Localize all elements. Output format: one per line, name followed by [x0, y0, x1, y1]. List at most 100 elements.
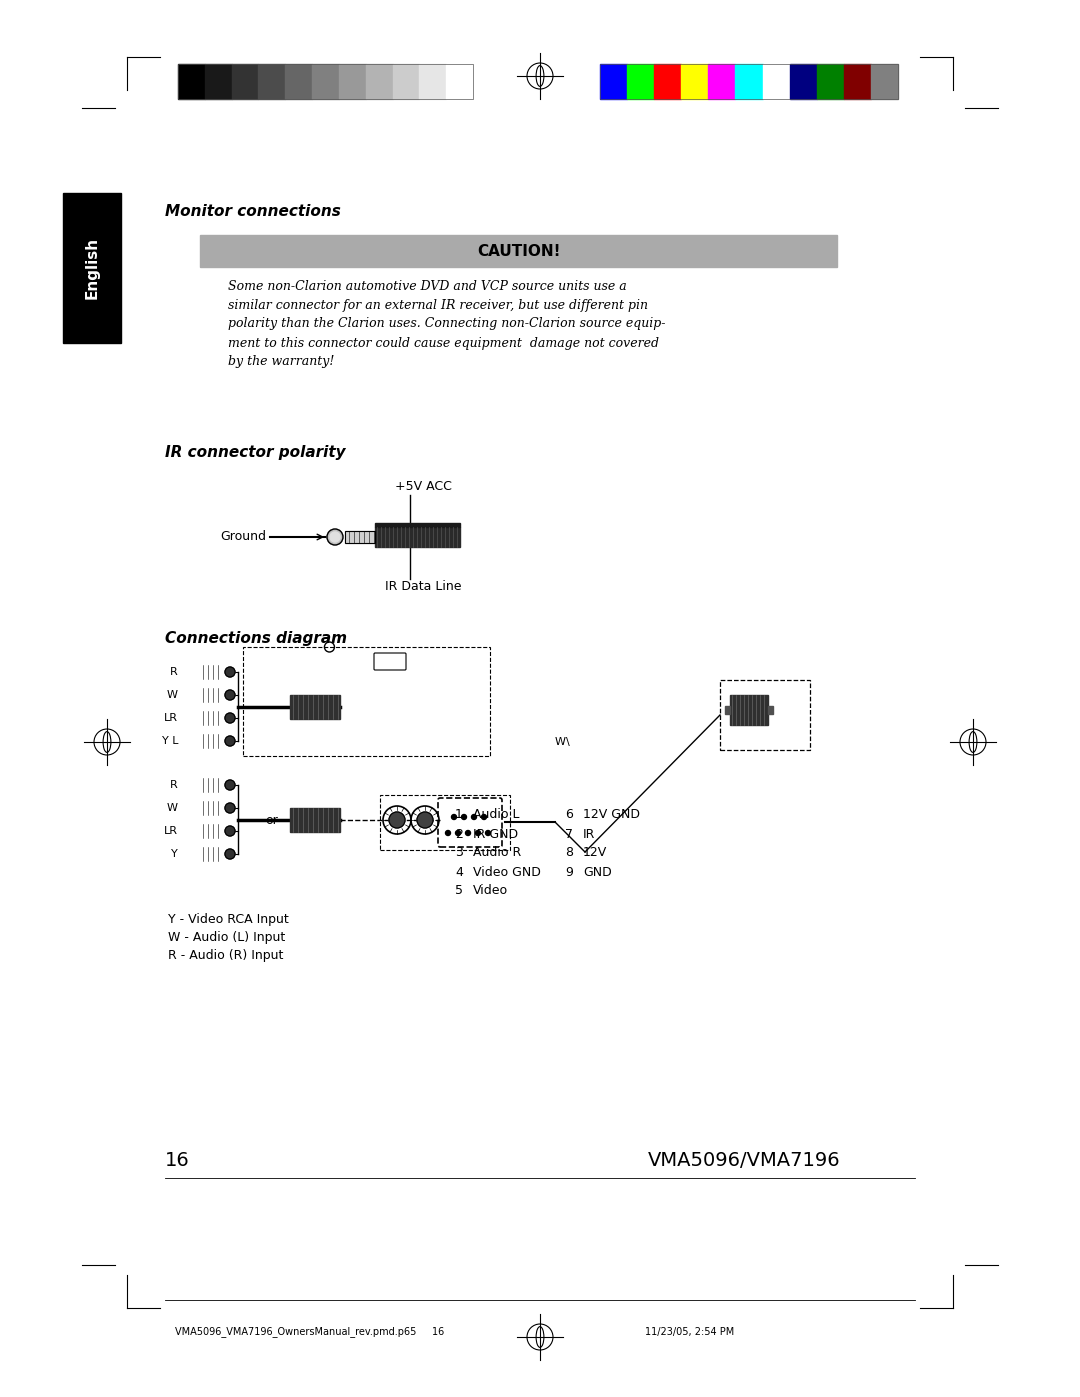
Text: 4: 4 [455, 866, 463, 879]
Circle shape [225, 712, 235, 724]
Bar [200, 235, 837, 267]
Text: Audio R: Audio R [473, 847, 522, 859]
Circle shape [225, 736, 235, 746]
Bar [200, 824, 222, 838]
Text: W - Audio (L) Input: W - Audio (L) Input [168, 932, 285, 944]
Circle shape [465, 830, 471, 835]
Bar [285, 64, 312, 99]
Text: Monitor connections: Monitor connections [165, 204, 341, 219]
Bar [312, 64, 339, 99]
Text: 3: 3 [455, 847, 463, 859]
Bar [735, 64, 762, 99]
Circle shape [225, 826, 235, 835]
Circle shape [330, 532, 340, 542]
Circle shape [327, 529, 343, 545]
Bar [627, 64, 654, 99]
Text: 16: 16 [165, 1151, 190, 1169]
Text: 11/23/05, 2:54 PM: 11/23/05, 2:54 PM [645, 1327, 734, 1337]
Bar [291, 807, 340, 831]
Text: CAUTION!: CAUTION! [476, 243, 561, 258]
Text: Y - Video RCA Input: Y - Video RCA Input [168, 914, 288, 926]
Text: similar connector for an external IR receiver, but use different pin: similar connector for an external IR rec… [228, 299, 648, 312]
Circle shape [225, 666, 235, 678]
Bar [816, 64, 843, 99]
Text: Y L: Y L [162, 736, 178, 746]
Text: Some non-Clarion automotive DVD and VCP source units use a: Some non-Clarion automotive DVD and VCP … [228, 279, 626, 292]
Bar [231, 64, 258, 99]
Text: Video GND: Video GND [473, 866, 541, 879]
Bar [600, 64, 897, 99]
Bar [380, 795, 510, 849]
Bar [200, 778, 222, 792]
Text: +5V ACC: +5V ACC [395, 481, 451, 493]
Text: VMA5096_VMA7196_OwnersManual_rev.pmd.p65     16: VMA5096_VMA7196_OwnersManual_rev.pmd.p65… [175, 1327, 444, 1337]
Bar [730, 694, 768, 725]
Bar [339, 64, 366, 99]
Text: 1: 1 [455, 809, 463, 821]
Bar [446, 64, 473, 99]
Circle shape [446, 830, 450, 835]
Text: polarity than the Clarion uses. Connecting non-Clarion source equip-: polarity than the Clarion uses. Connecti… [228, 317, 665, 331]
Circle shape [389, 812, 405, 828]
Text: 6: 6 [565, 809, 572, 821]
Text: 5: 5 [455, 884, 463, 897]
Bar [258, 64, 285, 99]
Bar [768, 705, 773, 714]
Bar [63, 193, 121, 344]
Text: 9: 9 [565, 866, 572, 879]
Bar [200, 665, 222, 679]
Bar [291, 694, 340, 718]
Circle shape [225, 780, 235, 789]
Bar [243, 647, 490, 756]
Circle shape [472, 814, 476, 820]
Bar [200, 733, 222, 747]
Bar [720, 680, 810, 750]
Bar [200, 711, 222, 725]
Circle shape [225, 849, 235, 859]
Text: 12V GND: 12V GND [583, 809, 640, 821]
Text: Video: Video [473, 884, 508, 897]
Text: R: R [171, 666, 178, 678]
Text: 2: 2 [455, 827, 463, 841]
Text: Connections diagram: Connections diagram [165, 630, 347, 645]
Circle shape [456, 830, 460, 835]
Bar [762, 64, 789, 99]
Bar [200, 687, 222, 703]
Circle shape [225, 803, 235, 813]
Text: Audio L: Audio L [473, 809, 519, 821]
Bar [725, 705, 730, 714]
Bar [843, 64, 870, 99]
Text: or: or [265, 813, 278, 827]
Text: 12V: 12V [583, 847, 607, 859]
Circle shape [482, 814, 486, 820]
Circle shape [225, 690, 235, 700]
Bar [205, 64, 231, 99]
Text: IR connector polarity: IR connector polarity [165, 446, 346, 461]
Text: IR: IR [583, 827, 595, 841]
Text: 8: 8 [565, 847, 573, 859]
Text: ment to this connector could cause equipment  damage not covered: ment to this connector could cause equip… [228, 337, 659, 349]
Bar [366, 64, 392, 99]
Text: R: R [171, 780, 178, 789]
Bar [654, 64, 681, 99]
Bar [600, 64, 627, 99]
Bar [392, 64, 419, 99]
Bar [200, 800, 222, 814]
Text: by the warranty!: by the warranty! [228, 355, 335, 369]
Text: W\: W\ [555, 738, 577, 747]
Circle shape [475, 830, 481, 835]
Bar [375, 527, 460, 548]
Circle shape [417, 812, 433, 828]
Bar [419, 64, 446, 99]
Text: LR: LR [164, 712, 178, 724]
Bar [345, 531, 375, 543]
Text: LR: LR [164, 826, 178, 835]
Text: W: W [167, 690, 178, 700]
Text: W: W [167, 803, 178, 813]
Text: R - Audio (R) Input: R - Audio (R) Input [168, 950, 283, 963]
Text: 7: 7 [565, 827, 573, 841]
Circle shape [451, 814, 457, 820]
Circle shape [461, 814, 467, 820]
Text: IR Data Line: IR Data Line [384, 581, 461, 594]
Text: GND: GND [583, 866, 611, 879]
